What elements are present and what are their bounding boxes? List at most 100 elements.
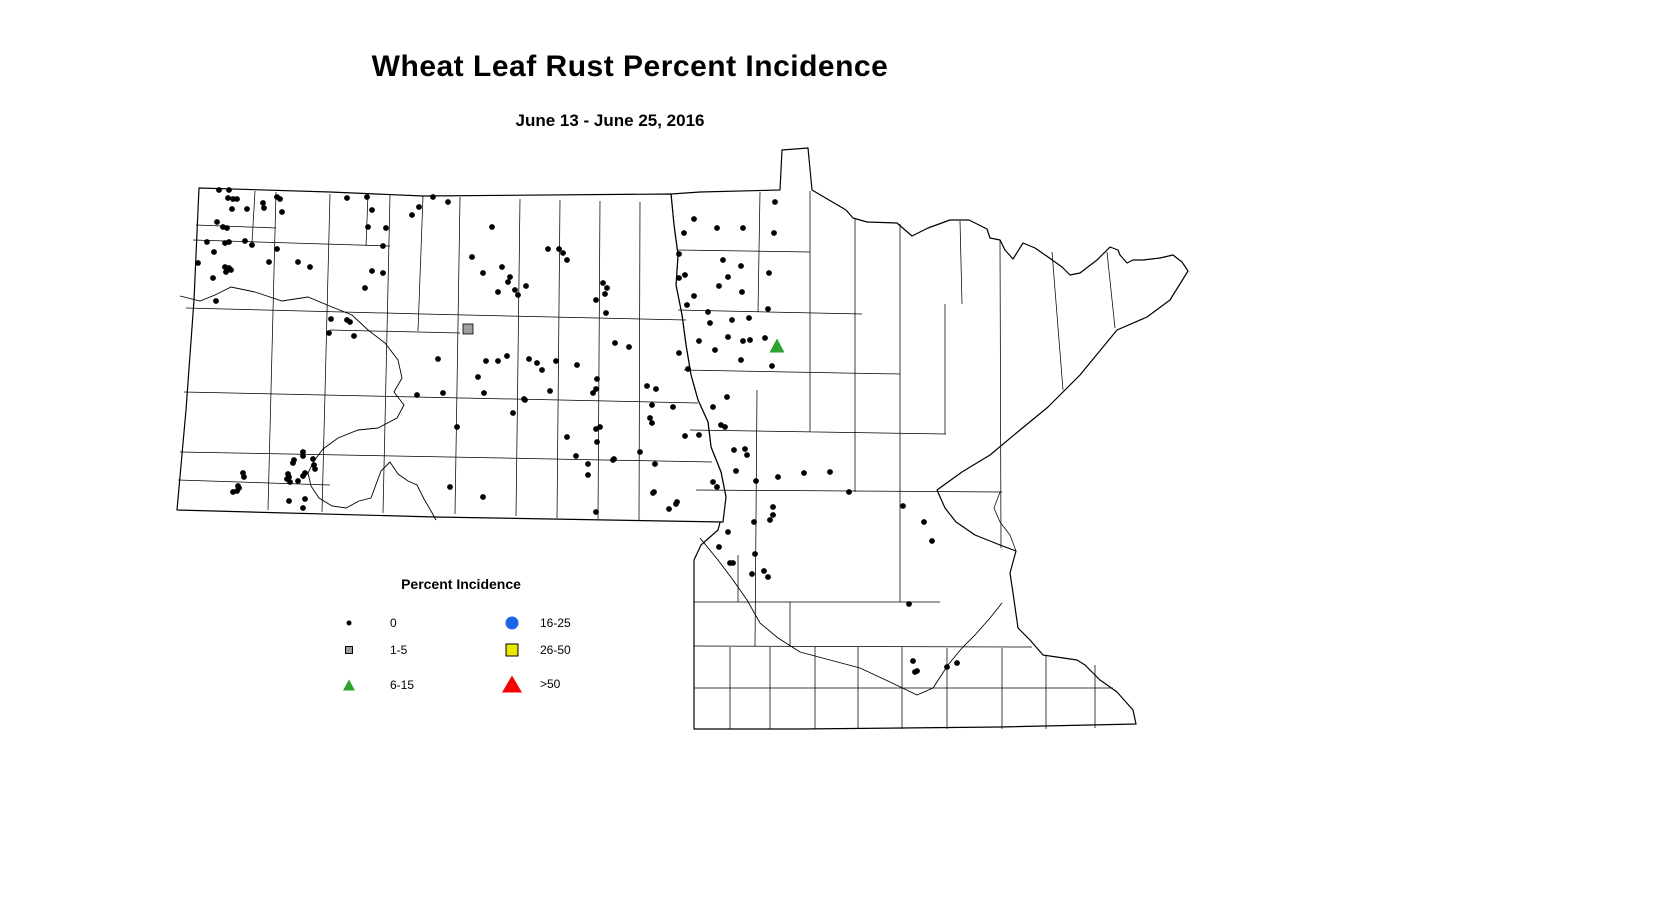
- incidence-0-marker: [505, 279, 511, 285]
- incidence-0-marker: [738, 263, 744, 269]
- incidence-0-marker: [234, 196, 240, 202]
- incidence-0-marker: [610, 457, 616, 463]
- incidence-0-marker: [230, 196, 236, 202]
- incidence-0-marker: [216, 187, 222, 193]
- incidence-0-marker: [347, 319, 353, 325]
- incidence-0-marker: [483, 358, 489, 364]
- incidence-0-marker: [312, 466, 318, 472]
- incidence-0-marker: [279, 209, 285, 215]
- north-dakota-county-lines: [177, 190, 713, 521]
- incidence-0-marker: [921, 519, 927, 525]
- incidence-0-marker: [277, 196, 283, 202]
- incidence-0-marker: [604, 285, 610, 291]
- incidence-0-marker: [644, 383, 650, 389]
- incidence-0-marker: [766, 270, 772, 276]
- incidence-0-marker: [475, 374, 481, 380]
- incidence-0-marker: [666, 506, 672, 512]
- incidence-0-marker: [526, 356, 532, 362]
- incidence-0-marker: [906, 601, 912, 607]
- incidence-0-marker: [770, 512, 776, 518]
- green-triangle-icon: [343, 679, 355, 691]
- incidence-0-marker: [380, 270, 386, 276]
- incidence-0-marker: [234, 488, 240, 494]
- incidence-0-marker: [705, 309, 711, 315]
- incidence-0-marker: [691, 293, 697, 299]
- incidence-0-marker: [594, 376, 600, 382]
- legend-label->50: >50: [540, 677, 561, 691]
- incidence-0-marker: [564, 257, 570, 263]
- incidence-0-marker: [300, 449, 306, 455]
- incidence-0-marker: [602, 291, 608, 297]
- incidence-0-marker: [242, 238, 248, 244]
- incidence-0-marker: [593, 297, 599, 303]
- incidence-0-marker: [545, 246, 551, 252]
- incidence-0-marker: [696, 432, 702, 438]
- north-dakota-outline: [176, 187, 727, 523]
- incidence-0-marker: [435, 356, 441, 362]
- incidence-0-marker: [772, 199, 778, 205]
- incidence-0-marker: [696, 338, 702, 344]
- incidence-0-marker: [676, 350, 682, 356]
- incidence-0-marker: [547, 388, 553, 394]
- incidence-0-marker: [724, 394, 730, 400]
- incidence-0-marker: [738, 357, 744, 363]
- incidence-0-marker: [740, 338, 746, 344]
- incidence-0-marker: [775, 474, 781, 480]
- incidence-0-marker: [510, 410, 516, 416]
- red-triangle-icon: [502, 675, 522, 693]
- incidence-0-marker: [707, 320, 713, 326]
- figure-title: Wheat Leaf Rust Percent Incidence: [371, 50, 889, 83]
- incidence-0-marker: [761, 568, 767, 574]
- incidence-0-marker: [369, 207, 375, 213]
- incidence-0-marker: [504, 353, 510, 359]
- incidence-0-marker: [753, 478, 759, 484]
- incidence-0-marker: [720, 257, 726, 263]
- incidence-0-marker: [725, 529, 731, 535]
- incidence-0-marker: [228, 267, 234, 273]
- incidence-0-marker: [447, 484, 453, 490]
- legend-label-0: 0: [390, 616, 397, 630]
- incidence-0-marker: [647, 415, 653, 421]
- incidence-0-marker: [300, 453, 306, 459]
- incidence-0-marker: [742, 446, 748, 452]
- incidence-0-marker: [722, 424, 728, 430]
- incidence-0-marker: [302, 496, 308, 502]
- incidence-0-marker: [725, 334, 731, 340]
- incidence-0-marker: [364, 194, 370, 200]
- incidence-0-marker: [762, 335, 768, 341]
- incidence-0-marker: [725, 274, 731, 280]
- incidence-0-marker: [747, 337, 753, 343]
- incidence-0-marker: [210, 275, 216, 281]
- incidence-0-marker: [445, 199, 451, 205]
- legend-label-6-15: 6-15: [390, 678, 415, 692]
- incidence-0-marker: [740, 225, 746, 231]
- incidence-0-marker: [295, 478, 301, 484]
- incidence-0-marker: [310, 456, 316, 462]
- incidence-0-marker: [534, 360, 540, 366]
- incidence-0-marker: [637, 449, 643, 455]
- incidence-0-marker: [244, 206, 250, 212]
- incidence-0-marker: [495, 289, 501, 295]
- incidence-1-5-marker: [462, 323, 474, 335]
- incidence-0-marker: [739, 289, 745, 295]
- incidence-0-marker: [765, 306, 771, 312]
- incidence-6-15-points: [769, 338, 785, 353]
- incidence-0-marker: [214, 219, 220, 225]
- incidence-0-marker: [674, 499, 680, 505]
- incidence-0-marker: [515, 292, 521, 298]
- incidence-0-marker: [430, 194, 436, 200]
- incidence-0-marker: [771, 230, 777, 236]
- incidence-0-marker: [512, 287, 518, 293]
- incidence-0-marker: [224, 225, 230, 231]
- incidence-0-marker: [910, 658, 916, 664]
- incidence-0-marker: [752, 551, 758, 557]
- incidence-0-marker: [749, 571, 755, 577]
- incidence-0-marker: [286, 498, 292, 504]
- incidence-0-marker: [714, 225, 720, 231]
- incidence-0-marker: [344, 195, 350, 201]
- incidence-0-marker: [489, 224, 495, 230]
- incidence-0-marker: [300, 505, 306, 511]
- incidence-0-marker: [274, 246, 280, 252]
- incidence-1-5-points: [462, 323, 474, 335]
- incidence-0-marker: [746, 315, 752, 321]
